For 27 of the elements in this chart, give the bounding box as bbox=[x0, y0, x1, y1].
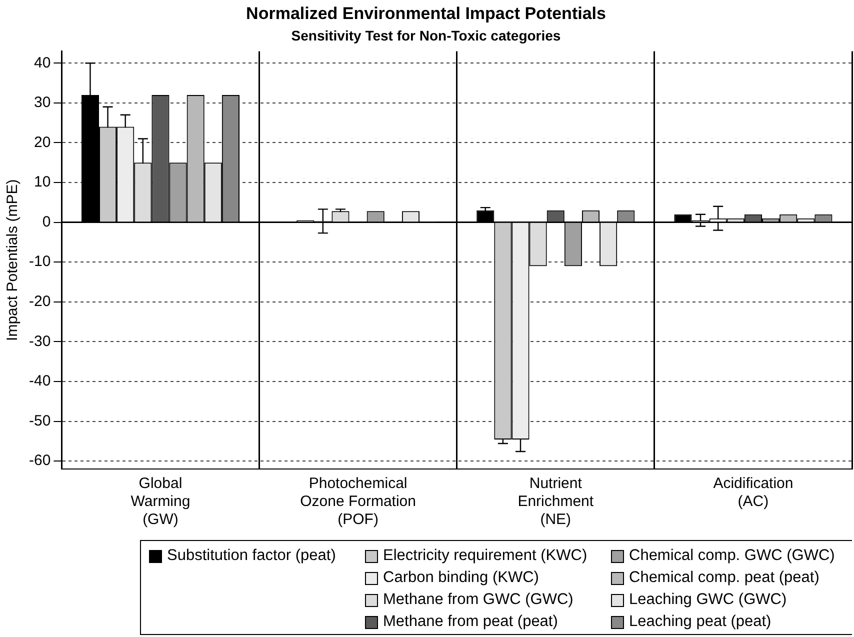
y-tick-label: -30 bbox=[28, 332, 51, 350]
chart-subtitle: Sensitivity Test for Non-Toxic categories bbox=[291, 28, 561, 44]
x-tick-label: Photochemical Ozone Formation (POF) bbox=[300, 475, 416, 528]
legend-label: Methane from peat (peat) bbox=[383, 613, 558, 631]
legend-label: Leaching peat (peat) bbox=[629, 613, 772, 631]
y-tick-label: 0 bbox=[42, 213, 51, 230]
legend-label: Leaching GWC (GWC) bbox=[629, 591, 787, 609]
legend-label: Carbon binding (KWC) bbox=[383, 569, 539, 587]
legend-label: Chemical comp. GWC (GWC) bbox=[629, 547, 835, 565]
y-tick-label: -50 bbox=[28, 412, 51, 430]
y-tick-label: -20 bbox=[28, 293, 51, 310]
legend-label: Substitution factor (peat) bbox=[167, 547, 336, 565]
legend-label: Chemical comp. peat (peat) bbox=[629, 569, 820, 587]
legend-label: Methane from GWC (GWC) bbox=[383, 591, 574, 609]
y-axis-title: Impact Potentials (mPE) bbox=[4, 179, 22, 341]
y-tick-label: -60 bbox=[28, 452, 51, 470]
y-tick-label: 40 bbox=[34, 54, 51, 72]
x-tick-label: Nutrient Enrichment (NE) bbox=[518, 475, 594, 528]
y-tick-label: -40 bbox=[28, 372, 51, 390]
x-tick-label: Acidification (AC) bbox=[713, 475, 794, 510]
y-tick-label: -10 bbox=[28, 253, 51, 270]
y-tick-label: 10 bbox=[34, 174, 51, 191]
y-tick-label: 30 bbox=[34, 94, 51, 112]
chart-title: Normalized Environmental Impact Potentials bbox=[246, 4, 606, 23]
legend-label: Electricity requirement (KWC) bbox=[383, 547, 588, 565]
x-tick-label: Global Warming (GW) bbox=[130, 475, 190, 528]
y-tick-label: 20 bbox=[34, 134, 51, 151]
